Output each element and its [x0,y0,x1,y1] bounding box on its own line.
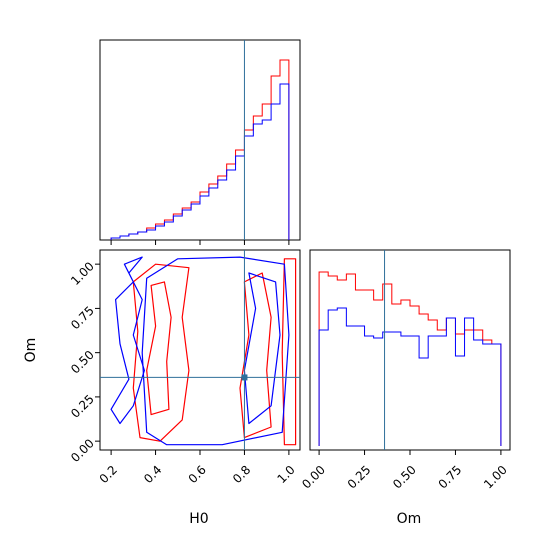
y-axis-label-om: Om [23,338,39,363]
x-axis-label-om: Om [397,511,422,527]
contour-y-tick-label: 0.75 [68,303,97,332]
contour-x-tick-label: 0.2 [97,463,120,486]
contour-y-tick-label: 0.25 [68,392,97,421]
contour-frame [99,249,301,451]
h0-histogram-series-1 [110,83,290,240]
om-histogram-x-tick-label: 0.75 [436,463,465,492]
contour-series-1-level-0 [110,256,145,425]
contour-y-tick-label: 1.00 [68,259,97,288]
contour-series-0-level-2 [239,272,272,439]
om-histogram-x-tick-label: 0.50 [390,463,419,492]
om-histogram-panel: 0.00 0.25 0.50 0.75 1.00 [299,249,511,492]
om-histogram-series-1 [318,307,502,446]
contour-x-tick-label: 0.8 [230,463,253,486]
om-histogram-x-tick-label: 1.00 [481,463,510,492]
contour-x-tick-label: 1.0 [274,463,297,486]
om-histogram-frame [309,249,511,451]
contour-y-tick-label: 0.00 [68,436,97,465]
contour-series-0-level-1 [146,281,172,416]
om-histogram-x-tick-label: 0.00 [299,463,328,492]
om-histogram-x-tick-label: 0.25 [345,463,374,492]
h0-om-contour-panel: 0.2 0.4 0.6 0.8 1.0 0.00 0.25 0.50 0.75 1.00 [68,249,301,486]
contour-series-0-level-0 [132,263,190,442]
contour-series-0-level-3 [281,258,297,446]
contour-series-1-level-1 [141,256,290,446]
contour-x-tick-label: 0.6 [186,463,209,486]
contour-y-tick-label: 0.50 [68,348,97,377]
contour-x-tick-label: 0.4 [141,463,164,486]
truth-marker [241,374,248,381]
om-histogram-series-0 [318,271,502,446]
contour-series-1-level-2 [243,272,281,425]
x-axis-label-h0: H0 [189,511,208,527]
h0-histogram-panel [99,39,301,245]
h0-histogram-frame [99,39,301,241]
